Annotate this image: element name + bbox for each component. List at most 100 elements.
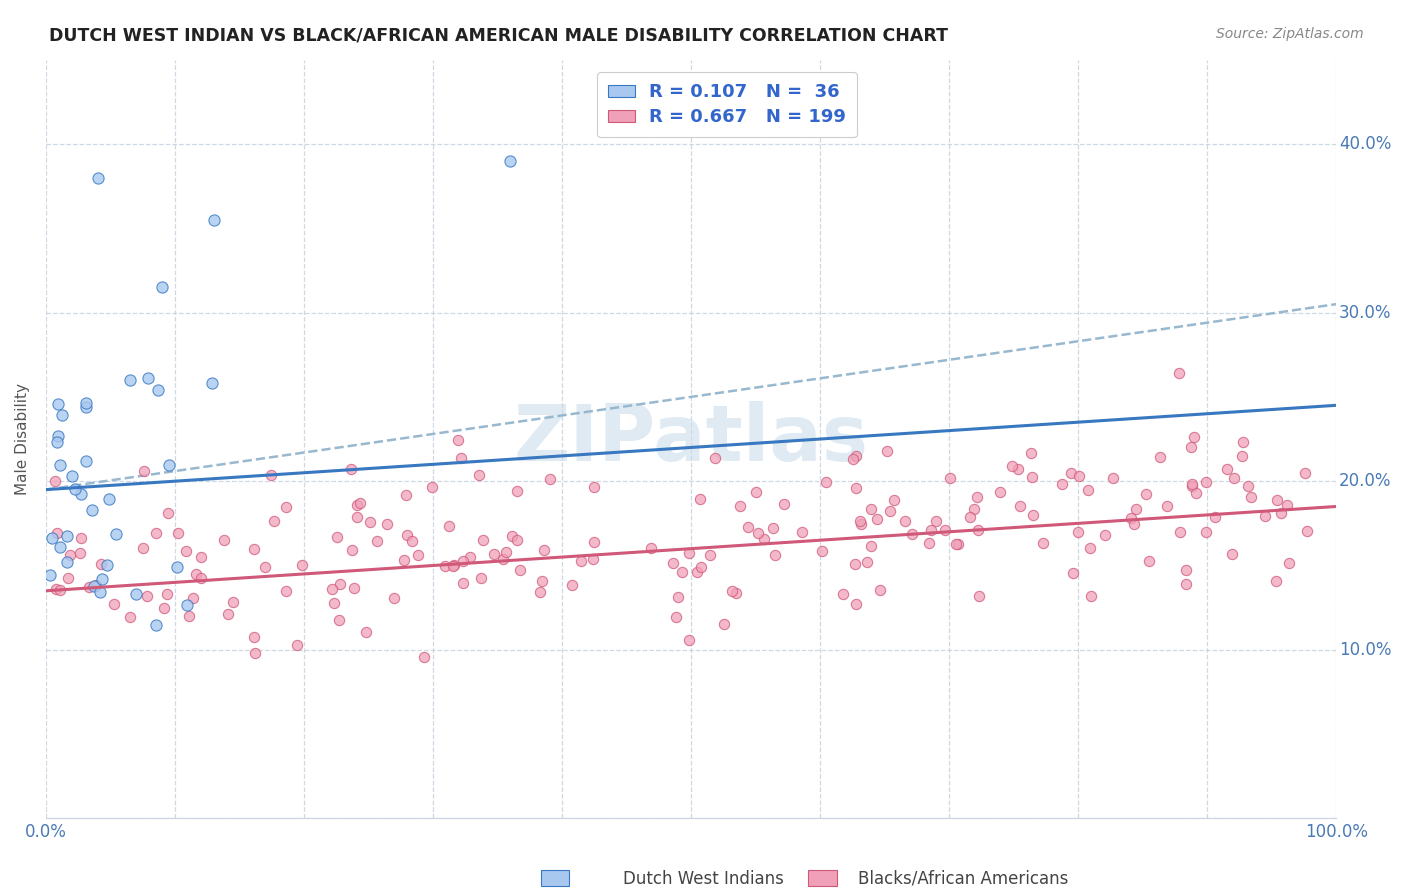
Point — [666, 590, 689, 604]
Point — [89, 585, 111, 599]
Point — [434, 559, 457, 574]
Point — [869, 582, 891, 597]
Point — [934, 523, 956, 537]
Point — [103, 598, 125, 612]
Point — [41, 531, 63, 545]
Point — [533, 542, 555, 557]
Point — [959, 510, 981, 524]
Point — [966, 491, 988, 505]
Point — [46, 428, 69, 442]
Point — [186, 567, 208, 582]
Point — [1236, 479, 1258, 493]
Point — [640, 541, 662, 556]
Point — [46, 525, 69, 540]
Point — [439, 518, 461, 533]
Point — [1122, 516, 1144, 531]
Point — [1264, 574, 1286, 588]
Text: Dutch West Indians: Dutch West Indians — [623, 870, 783, 888]
Point — [329, 577, 352, 591]
Text: DUTCH WEST INDIAN VS BLACK/AFRICAN AMERICAN MALE DISABILITY CORRELATION CHART: DUTCH WEST INDIAN VS BLACK/AFRICAN AMERI… — [49, 27, 948, 45]
Point — [879, 504, 901, 518]
Point — [60, 469, 83, 483]
Point — [340, 462, 363, 476]
Point — [988, 485, 1011, 500]
Point — [82, 503, 104, 517]
Point — [451, 576, 474, 591]
Point — [366, 533, 388, 548]
Point — [49, 458, 72, 472]
Point — [156, 506, 179, 520]
Point — [166, 559, 188, 574]
Point — [499, 153, 522, 168]
Point — [118, 373, 141, 387]
Point — [321, 582, 343, 597]
Point — [132, 464, 155, 478]
Point — [901, 526, 924, 541]
Legend: R = 0.107   N =  36, R = 0.667   N = 199: R = 0.107 N = 36, R = 0.667 N = 199 — [598, 72, 858, 137]
Point — [1216, 462, 1239, 476]
Point — [946, 536, 969, 550]
Text: 20.0%: 20.0% — [1339, 472, 1392, 491]
Point — [65, 482, 87, 496]
Point — [730, 499, 752, 513]
Point — [690, 560, 713, 574]
Point — [176, 598, 198, 612]
Point — [263, 514, 285, 528]
Point — [287, 638, 309, 652]
Point — [90, 558, 112, 572]
Point — [1194, 524, 1216, 539]
Point — [501, 529, 523, 543]
Point — [276, 584, 298, 599]
Point — [291, 558, 314, 572]
Point — [202, 212, 225, 227]
Point — [678, 546, 700, 560]
Point — [842, 451, 865, 466]
Point — [392, 552, 415, 566]
Point — [453, 554, 475, 568]
Point — [55, 555, 77, 569]
Point — [1022, 508, 1045, 522]
Point — [253, 560, 276, 574]
Point — [845, 597, 868, 611]
Point — [509, 563, 531, 577]
Point — [583, 535, 606, 549]
Point — [1168, 367, 1191, 381]
Point — [1195, 475, 1218, 490]
Point — [582, 552, 605, 566]
Point — [346, 509, 368, 524]
Point — [790, 524, 813, 539]
Point — [468, 468, 491, 483]
Point — [1125, 502, 1147, 516]
Point — [326, 530, 349, 544]
Point — [146, 383, 169, 397]
Point — [1223, 471, 1246, 485]
Point — [145, 617, 167, 632]
Point — [212, 533, 235, 547]
Point — [1294, 466, 1316, 480]
Point — [58, 571, 80, 585]
Point — [506, 533, 529, 547]
Point — [96, 558, 118, 572]
Point — [190, 550, 212, 565]
Point — [569, 554, 592, 568]
Point — [665, 609, 688, 624]
Point — [725, 586, 748, 600]
Point — [45, 582, 67, 597]
Text: Blacks/African Americans: Blacks/African Americans — [858, 870, 1069, 888]
Point — [77, 581, 100, 595]
Point — [44, 474, 66, 488]
Point — [125, 587, 148, 601]
Point — [866, 512, 889, 526]
Point — [844, 558, 866, 572]
Point — [678, 632, 700, 647]
Point — [582, 480, 605, 494]
Point — [538, 472, 561, 486]
Point — [713, 617, 735, 632]
Point — [242, 541, 264, 556]
Point — [720, 584, 742, 599]
Point — [156, 587, 179, 601]
Point — [561, 578, 583, 592]
Point — [340, 543, 363, 558]
Point — [773, 497, 796, 511]
Point — [349, 496, 371, 510]
